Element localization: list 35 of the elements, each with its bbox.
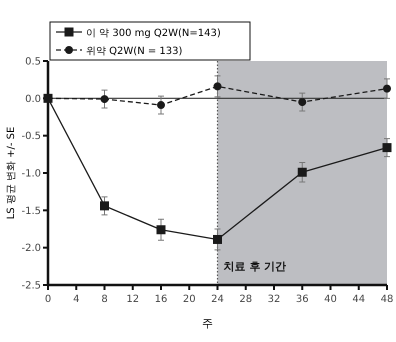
point [100,95,108,104]
y-tick-label: -1.5 [21,206,41,217]
legend-label: 이 약 300 mg Q2W(N=143) [86,28,221,39]
point [213,234,222,244]
point [383,84,391,93]
x-tick-label: 12 [126,294,140,305]
y-tick-label: 0.0 [25,94,41,105]
x-tick-label: 0 [44,294,52,305]
x-tick-label: 36 [296,294,309,305]
x-tick-label: 32 [268,294,280,305]
x-tick-label: 8 [101,294,108,305]
point [214,82,222,90]
point [298,98,306,106]
y-tick-label: -2.5 [21,280,41,292]
point [382,143,392,152]
x-tick-label: 4 [73,294,80,305]
y-axis-title: LS 평균 변화 +/- SE [6,126,17,220]
point [100,201,109,210]
x-tick-label: 48 [380,294,394,305]
y-tick-label: -0.5 [21,131,41,142]
x-tick-label: 40 [324,294,337,305]
x-tick-label: 20 [182,294,196,305]
y-tick-label: -1.0 [21,168,41,180]
point [298,168,307,177]
y-tick-label: 0.5 [25,56,41,68]
x-axis-title: 주 [202,317,213,330]
x-tick-label: 16 [154,294,168,305]
legend-label: 위약 Q2W(N = 133) [86,46,183,57]
point [156,225,166,234]
point [157,101,165,110]
x-tick-label: 24 [211,294,224,305]
x-tick-label: 28 [239,294,252,305]
band-label: 치료 후 기간 [224,260,286,273]
x-tick-label: 44 [352,294,366,305]
y-tick-label: -2.0 [21,243,41,254]
